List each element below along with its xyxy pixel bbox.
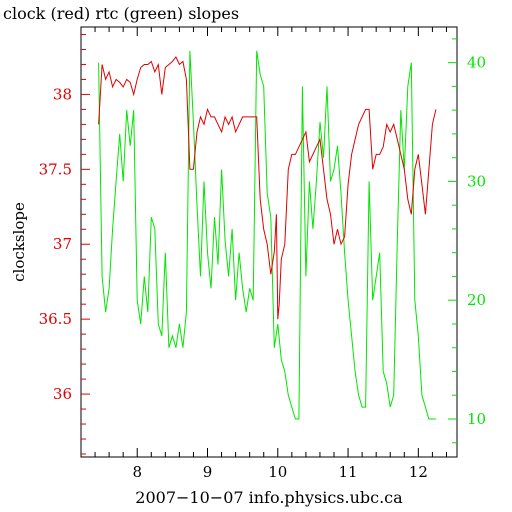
series-layer <box>98 50 437 420</box>
y-left-tick-label: 36 <box>53 385 72 403</box>
y-right-tick-label: 30 <box>467 172 486 190</box>
series-line-clock <box>98 56 437 320</box>
x-tick-label: 9 <box>203 463 213 481</box>
axis-layer: 8 9 10 11 12 36 36.5 37 37.5 38 10 20 30 40 <box>39 27 486 481</box>
y-left-tick-label: 38 <box>53 85 72 103</box>
y-left-tick-label: 36.5 <box>39 310 72 328</box>
y-right-tick-label: 20 <box>467 291 486 309</box>
y-left-tick-label: 37 <box>53 235 72 253</box>
x-axis-label: 2007−10−07 info.physics.ubc.ca <box>135 488 403 507</box>
plot-frame <box>80 26 458 458</box>
x-tick-label: 11 <box>339 463 358 481</box>
chart-title: clock (red) rtc (green) slopes <box>3 4 239 23</box>
y-axis-label: clockslope <box>10 202 28 282</box>
x-tick-label: 8 <box>132 463 142 481</box>
x-tick-label: 10 <box>268 463 287 481</box>
series-line-rtc <box>98 50 436 420</box>
y-left-tick-label: 37.5 <box>39 160 72 178</box>
y-right-tick-label: 10 <box>467 410 486 428</box>
y-right-tick-label: 40 <box>467 54 486 72</box>
x-tick-label: 12 <box>409 463 428 481</box>
